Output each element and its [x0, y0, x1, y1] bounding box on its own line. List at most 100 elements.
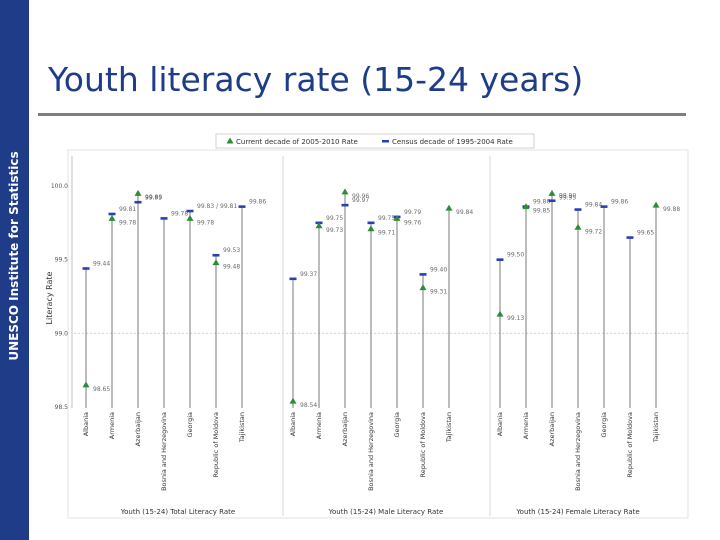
- census-marker: [134, 200, 142, 204]
- census-marker: [212, 253, 220, 257]
- census-value-label: 99.89: [145, 194, 162, 201]
- census-marker: [108, 212, 116, 216]
- current-marker: [445, 204, 453, 211]
- chart-background: [67, 149, 689, 519]
- current-value-label: 99.13: [507, 315, 524, 322]
- category-label: Republic of Moldova: [212, 412, 220, 478]
- census-value-label: 99.83 / 99.81: [197, 203, 237, 210]
- current-marker: [548, 189, 556, 196]
- category-label: Georgia: [186, 412, 194, 438]
- census-marker: [82, 267, 90, 270]
- chart-legend: Current decade of 2005-2010 Rate Census …: [215, 133, 535, 149]
- category-label: Albania: [82, 412, 90, 436]
- census-value-label: 99.65: [637, 230, 654, 237]
- census-value-label: 99.86: [533, 199, 550, 206]
- census-value-label: 99.40: [430, 266, 447, 273]
- category-label: Bosnia and Herzegovina: [574, 412, 582, 491]
- census-value-label: 99.97: [352, 197, 369, 204]
- current-value-label: 99.84: [456, 209, 473, 216]
- group-label: Youth (15-24) Male Literacy Rate: [328, 508, 444, 516]
- current-value-label: 99.78: [119, 219, 136, 226]
- current-value-label: 99.95: [145, 194, 162, 201]
- census-value-label: 99.44: [93, 261, 110, 268]
- census-marker: [548, 199, 556, 203]
- legend-box: [215, 133, 535, 149]
- legend-current-label: Current decade of 2005-2010 Rate: [236, 138, 358, 146]
- category-labels: Albania Armenia Azerbaijan Bosnia and Herze…: [82, 412, 660, 491]
- y-axis-label: Literacy Rate: [45, 271, 54, 324]
- sidebar-label: UNESCO Institute for Statistics: [7, 151, 21, 361]
- census-value-label: 99.75: [326, 215, 343, 222]
- current-marker: [419, 284, 427, 291]
- category-label: Albania: [289, 412, 297, 436]
- census-value-label: 99.75: [378, 215, 395, 222]
- current-marker: [186, 214, 194, 221]
- census-marker: [160, 217, 168, 220]
- current-value-label: 98.54: [300, 402, 317, 409]
- y-tick-label: 100.0: [51, 183, 68, 190]
- current-marker: [315, 222, 323, 229]
- current-marker: [652, 201, 660, 208]
- current-value-label: 99.31: [430, 289, 447, 296]
- census-value-label: 99.90: [559, 193, 576, 200]
- census-value-label: 99.37: [300, 271, 317, 278]
- census-marker: [341, 203, 349, 207]
- category-label: Tajikistan: [652, 412, 660, 443]
- census-value-label: 99.79: [404, 209, 421, 216]
- current-value-label: 99.71: [378, 230, 395, 237]
- census-value-label: 99.86: [611, 199, 628, 206]
- current-value-label: 99.96: [352, 193, 369, 200]
- sidebar-band: UNESCO Institute for Statistics: [0, 0, 29, 540]
- slide-title: Youth literacy rate (15-24 years): [48, 60, 584, 99]
- y-tick-label: 99.0: [55, 330, 69, 337]
- census-marker: [186, 209, 194, 213]
- category-label: Armenia: [108, 412, 116, 439]
- census-marker: [496, 258, 504, 261]
- category-label: Armenia: [315, 412, 323, 439]
- current-marker: [367, 225, 375, 232]
- census-marker: [419, 273, 427, 276]
- census-marker: [289, 277, 297, 281]
- current-marker: [82, 381, 90, 388]
- current-marker: [134, 189, 142, 196]
- current-value-label: 99.95: [559, 194, 576, 201]
- legend-current-marker: [226, 137, 234, 144]
- current-value-label: 99.73: [326, 227, 343, 234]
- current-marker: [393, 214, 401, 221]
- y-tick-label: 98.5: [55, 404, 69, 411]
- census-marker: [367, 221, 375, 225]
- group-labels: Youth (15-24) Total Literacy Rate Youth (…: [120, 508, 640, 516]
- category-label: Albania: [496, 412, 504, 436]
- category-label: Tajikistan: [238, 412, 246, 443]
- current-marker: [574, 223, 582, 230]
- category-label: Bosnia and Herzegovina: [160, 412, 168, 491]
- current-marker: [341, 188, 349, 195]
- legend-census-marker: [382, 140, 389, 143]
- category-label: Republic of Moldova: [626, 412, 634, 478]
- current-value-label: 99.76: [404, 219, 421, 226]
- category-label: Azerbaijan: [548, 412, 556, 446]
- y-tick-label: 99.5: [55, 257, 69, 264]
- y-ticks: 100.0 99.5 99.0 98.5: [51, 183, 68, 411]
- current-value-label: 99.72: [585, 228, 602, 235]
- plot-area: 99.4498.6599.8199.7899.8999.9599.7899.83…: [82, 156, 680, 516]
- current-value-label: 99.48: [223, 264, 240, 271]
- category-label: Azerbaijan: [134, 412, 142, 446]
- category-label: Republic of Moldova: [419, 412, 427, 478]
- current-marker: [212, 259, 220, 266]
- current-value-label: 99.78: [197, 219, 214, 226]
- current-marker: [522, 203, 530, 210]
- census-value-label: 99.78: [171, 210, 188, 217]
- title-divider: [38, 113, 686, 116]
- legend-census-label: Census decade of 1995-2004 Rate: [392, 138, 513, 146]
- group-label: Youth (15-24) Female Literacy Rate: [515, 508, 639, 516]
- category-label: Armenia: [522, 412, 530, 439]
- category-label: Bosnia and Herzegovina: [367, 412, 375, 491]
- current-marker: [108, 214, 116, 221]
- census-marker: [238, 205, 246, 208]
- category-label: Tajikistan: [445, 412, 453, 443]
- current-value-label: 99.88: [663, 206, 680, 213]
- current-marker: [289, 397, 297, 404]
- literacy-chart: Current decade of 2005-2010 Rate Census …: [45, 133, 689, 519]
- census-value-label: 99.84: [585, 202, 602, 209]
